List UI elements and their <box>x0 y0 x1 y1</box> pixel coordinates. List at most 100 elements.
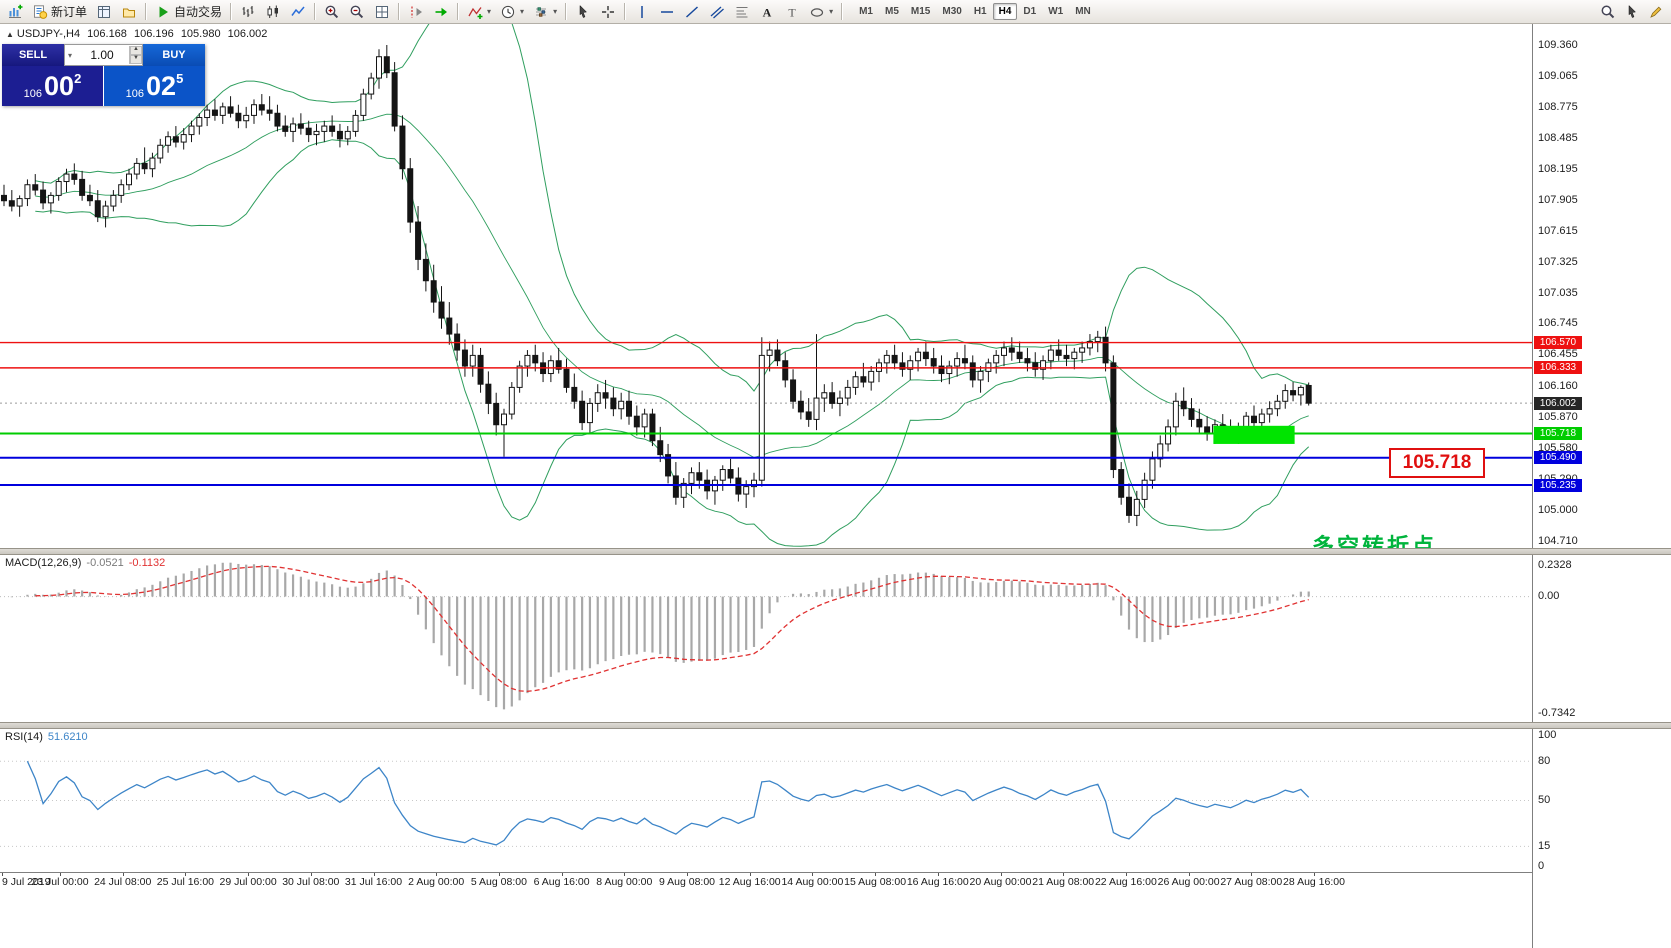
vline-icon <box>634 4 650 20</box>
volume-value[interactable]: 1.00 <box>90 48 114 62</box>
time-axis-tick <box>436 873 438 876</box>
buy-price[interactable]: 106 02 5 <box>104 66 205 106</box>
price-axis[interactable]: 0.2328 0.00 -0.7342 109.360 109.065 108.77… <box>1532 24 1671 948</box>
cursor-button[interactable] <box>571 1 595 23</box>
zoom-in-button[interactable] <box>320 1 344 23</box>
symbol-marker-icon: ▲ <box>6 30 14 39</box>
macd-panel[interactable]: MACD(12,26,9) -0.0521 -0.1132 <box>0 555 1532 722</box>
trendline-button[interactable] <box>680 1 704 23</box>
rsi-scale-label: 80 <box>1538 754 1551 767</box>
text-button[interactable]: A <box>755 1 779 23</box>
shapes-button[interactable]: ▾ <box>805 1 837 23</box>
chart-title: ▲ USDJPY-,H4 106.168 106.196 105.980 106.… <box>6 28 271 40</box>
chevron-down-icon[interactable]: ▾ <box>829 7 834 16</box>
price-axis-label: 107.035 <box>1538 286 1578 299</box>
date-axis-label: 25 Jul 16:00 <box>156 876 214 888</box>
macd-signal-line <box>35 565 1309 692</box>
timeframe-h4[interactable]: H4 <box>992 3 1018 20</box>
timeframe-m1[interactable]: M1 <box>859 6 873 17</box>
channel-button[interactable] <box>705 1 729 23</box>
quick-cursor-button[interactable] <box>1620 1 1644 23</box>
date-axis-label: 8 Aug 00:00 <box>596 876 653 888</box>
chart-shift-button[interactable] <box>404 1 428 23</box>
sell-button[interactable]: SELL <box>2 44 64 66</box>
vline-button[interactable] <box>630 1 654 23</box>
templates-button[interactable]: ▾ <box>529 1 561 23</box>
timeframe-m15[interactable]: M15 <box>910 6 931 17</box>
bar-chart-button[interactable] <box>236 1 260 23</box>
auto-scroll-button[interactable] <box>429 1 453 23</box>
time-axis-tick <box>1125 873 1127 876</box>
zoomin-icon <box>324 4 340 20</box>
macd-canvas[interactable] <box>0 555 1532 722</box>
chevron-down-icon[interactable]: ▾ <box>520 7 525 16</box>
indicators-button[interactable]: ▾ <box>463 1 495 23</box>
toolbar-separator <box>314 3 317 20</box>
date-axis-label: 16 Aug 16:00 <box>906 876 969 888</box>
magnifier-icon <box>1600 4 1616 20</box>
find-symbol-button[interactable] <box>1596 1 1620 23</box>
market-watch-button[interactable] <box>92 1 116 23</box>
mkt-icon <box>96 4 112 20</box>
rsi-canvas[interactable] <box>0 729 1532 872</box>
volume-control[interactable]: ▾ 1.00 ▲ ▼ <box>64 44 143 66</box>
timeframe-m30[interactable]: M30 <box>942 6 962 17</box>
line-chart-button[interactable] <box>286 1 310 23</box>
date-axis-label: 15 Aug 08:00 <box>844 876 907 888</box>
time-axis-tick <box>310 873 312 876</box>
play-icon <box>155 4 171 20</box>
price-callout[interactable]: 105.718 <box>1389 448 1485 478</box>
chevron-down-icon[interactable]: ▾ <box>553 7 558 16</box>
timeframe-mn[interactable]: MN <box>1075 6 1091 17</box>
crosshair-button[interactable] <box>596 1 620 23</box>
hline-button[interactable] <box>655 1 679 23</box>
buy-price-sup: 5 <box>176 70 184 86</box>
timeframe-h1[interactable]: H1 <box>973 6 987 17</box>
date-axis-label: 5 Aug 08:00 <box>470 876 527 888</box>
zoom-out-button[interactable] <box>345 1 369 23</box>
annotation-text[interactable]: 多空转折点 <box>1312 534 1438 548</box>
new-chart-button[interactable] <box>3 1 27 23</box>
sell-price[interactable]: 106 00 2 <box>2 66 103 106</box>
new-order-button[interactable]: 新订单 <box>28 1 91 23</box>
tile-windows-button[interactable] <box>370 1 394 23</box>
date-axis-label: 23 Jul 00:00 <box>31 876 89 888</box>
rsi-panel[interactable]: RSI(14) 51.6210 <box>0 729 1532 872</box>
price-chart-canvas[interactable] <box>0 24 1532 548</box>
profiles-button[interactable] <box>117 1 141 23</box>
price-axis-label: 108.775 <box>1538 100 1578 113</box>
volume-down-icon[interactable]: ▼ <box>130 55 142 64</box>
quick-draw-button[interactable] <box>1644 1 1668 23</box>
price-axis-label: 109.360 <box>1538 38 1578 51</box>
rsi-scale-label: 15 <box>1538 839 1551 852</box>
date-axis-label: 29 Jul 00:00 <box>219 876 277 888</box>
volume-up-icon[interactable]: ▲ <box>130 46 142 55</box>
main-chart-panel[interactable]: ▲ USDJPY-,H4 106.168 106.196 105.980 106.… <box>0 24 1532 548</box>
toolbar-separator <box>624 3 627 20</box>
fibonacci-button[interactable] <box>730 1 754 23</box>
chevron-down-icon[interactable]: ▾ <box>487 7 492 16</box>
periods-button[interactable]: ▾ <box>496 1 528 23</box>
auto-trading-button[interactable]: 自动交易 <box>151 1 226 23</box>
volume-spinner[interactable]: ▲ ▼ <box>129 46 142 64</box>
panel-separator[interactable] <box>0 722 1671 729</box>
highlight-rectangle[interactable] <box>1213 425 1295 444</box>
date-axis-label: 2 Aug 00:00 <box>408 876 465 888</box>
rsi-line <box>26 760 1310 846</box>
time-axis[interactable]: 9 Jul 2019 23 Jul 00:00 24 Jul 08:00 25 Jul… <box>0 872 1532 948</box>
ohlc-open: 106.168 <box>87 28 127 40</box>
timeframe-w1[interactable]: W1 <box>1048 6 1064 17</box>
buy-button[interactable]: BUY <box>143 44 205 66</box>
buy-price-prefix: 106 <box>125 88 145 100</box>
macd-scale-bottom: -0.7342 <box>1538 707 1576 719</box>
time-axis-tick <box>561 873 563 876</box>
time-axis-tick <box>1063 873 1065 876</box>
bars-icon <box>240 4 256 20</box>
label-button[interactable]: T <box>780 1 804 23</box>
timeframe-m5[interactable]: M5 <box>885 6 899 17</box>
panel-separator[interactable] <box>0 548 1671 555</box>
timeframe-d1[interactable]: D1 <box>1023 6 1037 17</box>
candle-chart-button[interactable] <box>261 1 285 23</box>
volume-dropdown-icon[interactable]: ▾ <box>68 50 73 60</box>
price-axis-label: 105.580 <box>1538 441 1578 454</box>
